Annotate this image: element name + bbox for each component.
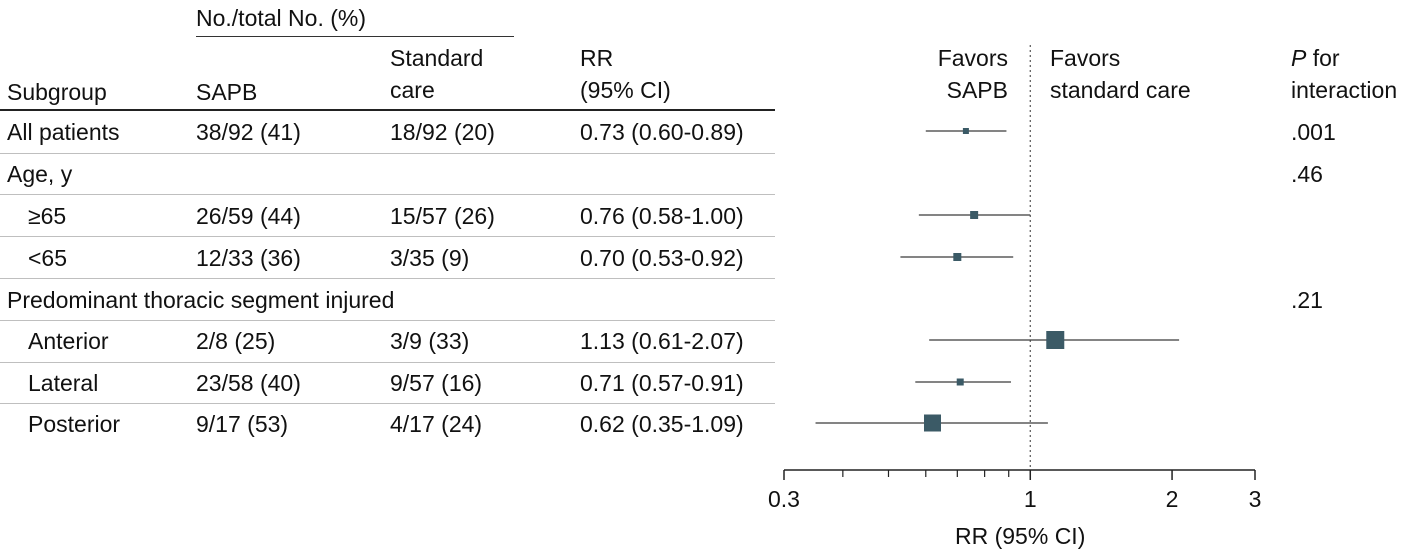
col-subgroup-header: Subgroup — [7, 79, 107, 105]
row-label: Posterior — [28, 411, 121, 437]
row-label: Predominant thoracic segment injured — [7, 287, 395, 313]
row-p: .001 — [1291, 119, 1336, 145]
favors-standard-line1: Favors — [1050, 45, 1121, 71]
row-label: Age, y — [7, 161, 73, 187]
x-tick-label: 2 — [1166, 486, 1179, 512]
point-marker — [970, 211, 979, 219]
row-divider — [0, 194, 775, 195]
row-label: Lateral — [28, 370, 99, 396]
row-rr: 0.62 (0.35-1.09) — [580, 411, 744, 437]
x-axis-label: RR (95% CI) — [955, 523, 1086, 549]
p-for: for — [1306, 45, 1340, 71]
col-rr-header-line2: (95% CI) — [580, 77, 671, 103]
row-divider — [0, 362, 775, 363]
row-label: Anterior — [28, 328, 109, 354]
row-standard: 15/57 (26) — [390, 203, 495, 229]
row-p: .46 — [1291, 161, 1323, 187]
row-divider — [0, 320, 775, 321]
row-rr: 0.71 (0.57-0.91) — [580, 370, 744, 396]
row-standard: 18/92 (20) — [390, 119, 495, 145]
row-label: <65 — [28, 245, 68, 271]
row-standard: 9/57 (16) — [390, 370, 483, 396]
col-standard-header-line2: care — [390, 77, 435, 103]
row-divider — [0, 278, 775, 279]
group-header: No./total No. (%) — [196, 5, 366, 31]
favors-sapb-line1: Favors — [937, 45, 1008, 71]
point-marker — [953, 253, 962, 261]
group-header-rule — [196, 36, 514, 37]
col-sapb-header: SAPB — [196, 79, 258, 105]
x-tick-label: 1 — [1024, 486, 1037, 512]
point-marker — [923, 414, 941, 432]
row-sapb: 12/33 (36) — [196, 245, 301, 271]
p-interaction-header-line1: P for — [1291, 44, 1340, 72]
row-sapb: 38/92 (41) — [196, 119, 301, 145]
row-sapb: 23/58 (40) — [196, 370, 301, 396]
point-marker — [956, 378, 964, 386]
row-standard: 3/9 (33) — [390, 328, 470, 354]
col-rr-header-line1: RR — [580, 45, 614, 71]
p-italic: P — [1291, 45, 1307, 71]
x-tick-label: 3 — [1249, 486, 1262, 512]
row-standard: 4/17 (24) — [390, 411, 483, 437]
p-interaction-header-line2: interaction — [1291, 77, 1398, 103]
row-p: .21 — [1291, 287, 1323, 313]
row-sapb: 26/59 (44) — [196, 203, 301, 229]
row-standard: 3/35 (9) — [390, 245, 470, 271]
row-rr: 0.76 (0.58-1.00) — [580, 203, 744, 229]
favors-sapb-line2: SAPB — [946, 77, 1008, 103]
row-sapb: 2/8 (25) — [196, 328, 276, 354]
row-divider — [0, 236, 775, 237]
x-tick-label: 0.3 — [768, 486, 800, 512]
row-divider — [0, 153, 775, 154]
header-rule — [0, 109, 775, 111]
favors-standard-line2: standard care — [1050, 77, 1191, 103]
row-divider — [0, 403, 775, 404]
row-rr: 0.73 (0.60-0.89) — [580, 119, 744, 145]
point-marker — [1046, 331, 1065, 349]
row-rr: 1.13 (0.61-2.07) — [580, 328, 744, 354]
row-rr: 0.70 (0.53-0.92) — [580, 245, 744, 271]
row-sapb: 9/17 (53) — [196, 411, 289, 437]
col-standard-header-line1: Standard — [390, 45, 484, 71]
point-marker — [962, 128, 969, 134]
row-label: All patients — [7, 119, 120, 145]
row-label: ≥65 — [28, 203, 67, 229]
